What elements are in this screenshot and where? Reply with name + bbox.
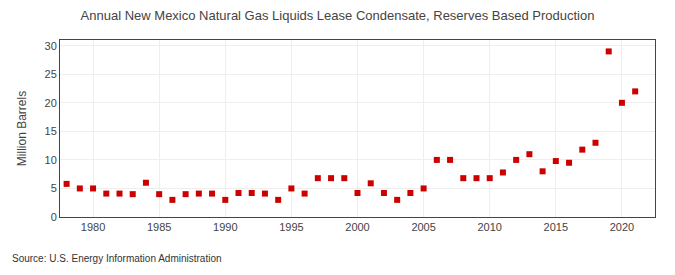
svg-text:2010: 2010 [477,221,501,233]
svg-text:Million Barrels: Million Barrels [15,91,29,166]
svg-text:1980: 1980 [81,221,105,233]
svg-text:1990: 1990 [213,221,237,233]
svg-text:15: 15 [45,125,57,137]
svg-text:Source: U.S. Energy Informatio: Source: U.S. Energy Information Administ… [12,253,222,264]
svg-text:5: 5 [51,182,57,194]
svg-text:25: 25 [45,68,57,80]
svg-text:2020: 2020 [610,221,634,233]
svg-text:0: 0 [51,211,57,223]
svg-text:2005: 2005 [411,221,435,233]
svg-text:1995: 1995 [279,221,303,233]
svg-text:30: 30 [45,40,57,52]
svg-text:1985: 1985 [147,221,171,233]
svg-text:20: 20 [45,97,57,109]
svg-text:10: 10 [45,154,57,166]
svg-text:2015: 2015 [544,221,568,233]
svg-text:2000: 2000 [345,221,369,233]
svg-text:Annual New Mexico Natural Gas: Annual New Mexico Natural Gas Liquids Le… [81,8,595,23]
